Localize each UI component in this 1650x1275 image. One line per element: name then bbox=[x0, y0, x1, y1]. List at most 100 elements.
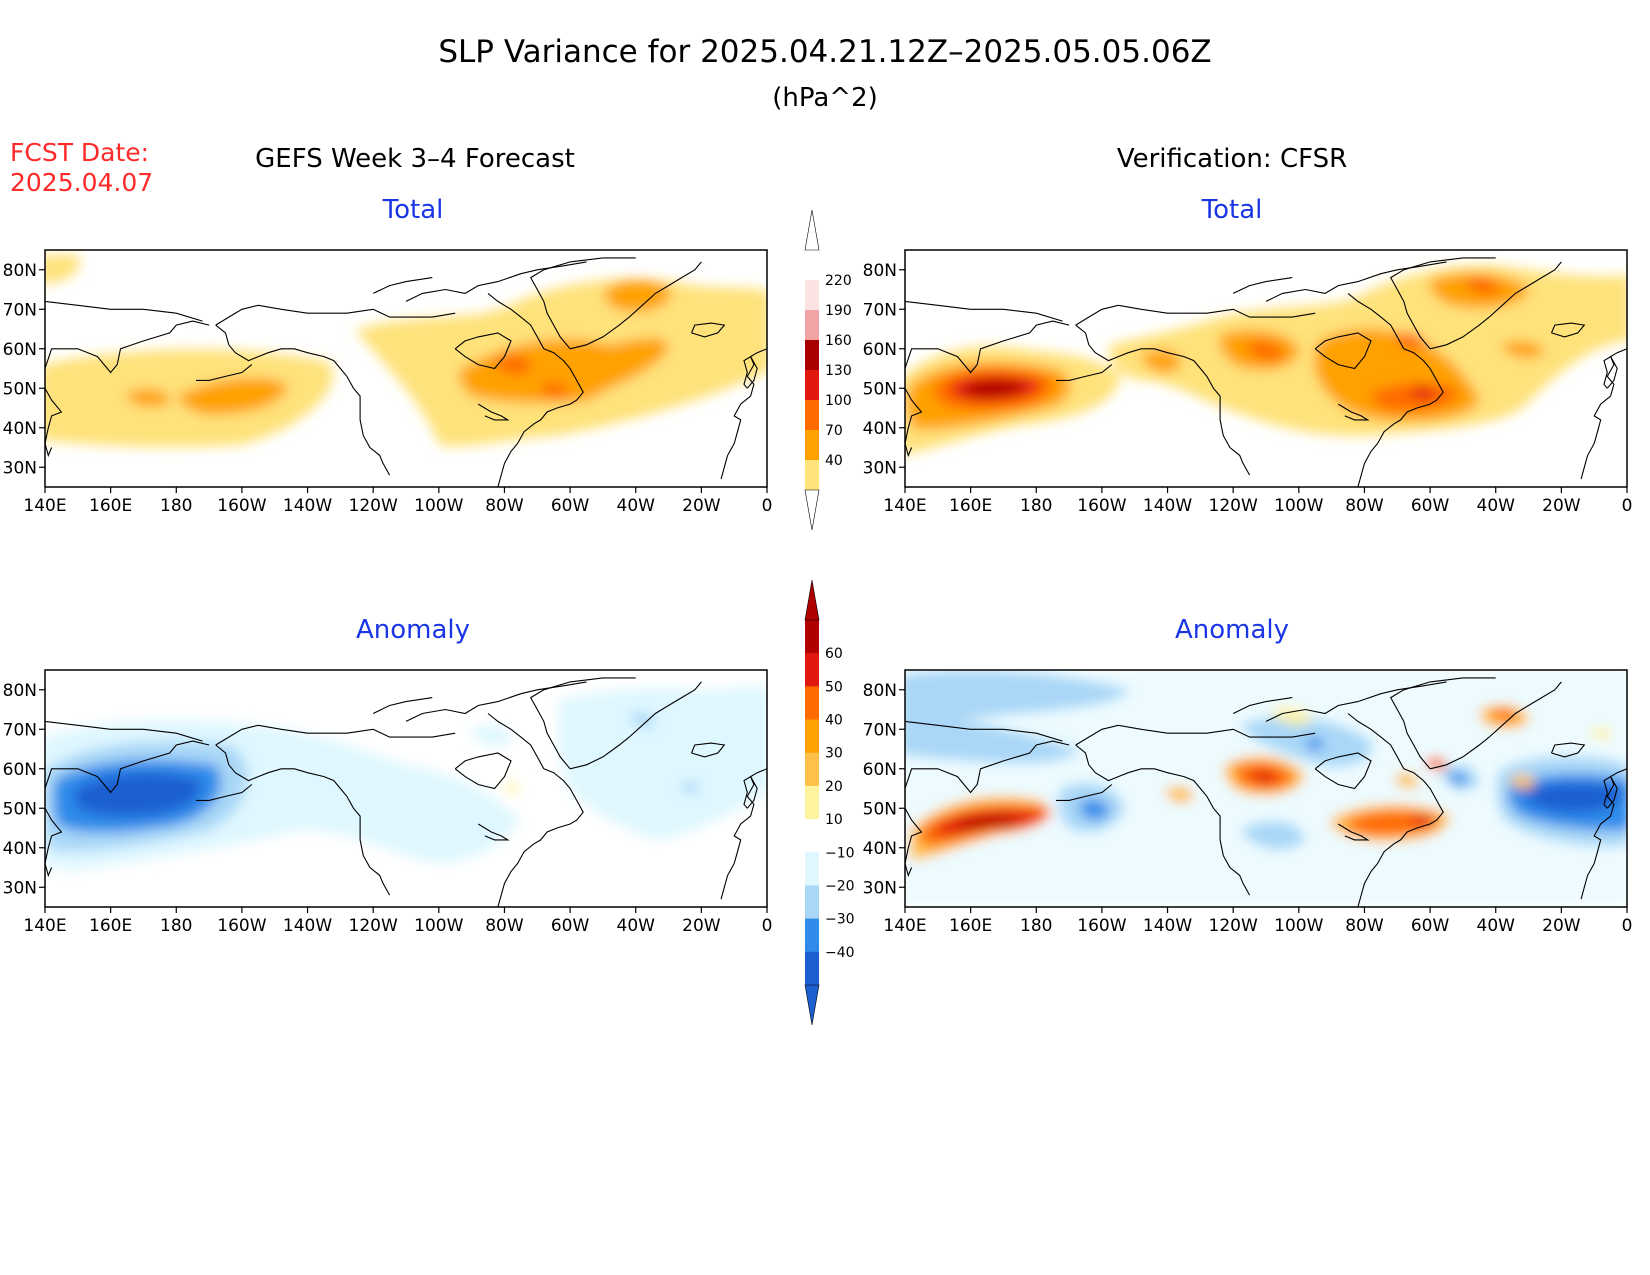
lat-tick-label: 80N bbox=[3, 261, 37, 281]
map-panel-gefs-anomaly bbox=[44, 669, 768, 908]
colorbar-label: 220 bbox=[825, 273, 852, 289]
lat-tick-label: 50N bbox=[863, 379, 897, 399]
lon-tick-label: 160E bbox=[89, 916, 132, 936]
lon-tick-label: 100W bbox=[1274, 916, 1323, 936]
lat-tick-label: 60N bbox=[863, 340, 897, 360]
panel-title-cfsr-anomaly: Anomaly bbox=[1175, 615, 1289, 645]
lat-tick-label: 70N bbox=[3, 720, 37, 740]
lon-tick-label: 140W bbox=[1143, 916, 1192, 936]
colorbar-swatch bbox=[805, 250, 819, 281]
colorbar-swatch bbox=[805, 918, 819, 953]
colorbar-label: 30 bbox=[825, 746, 843, 762]
fcst-date-value: 2025.04.07 bbox=[10, 168, 153, 197]
colorbar-swatch bbox=[805, 686, 819, 721]
colorbar-label: 60 bbox=[825, 646, 843, 662]
lon-tick-label: 60W bbox=[551, 916, 590, 936]
map-panel-cfsr-anomaly bbox=[904, 669, 1628, 908]
lon-tick-label: 140E bbox=[883, 496, 926, 516]
lat-tick-label: 50N bbox=[863, 799, 897, 819]
lon-tick-label: 0 bbox=[1622, 496, 1633, 516]
panel-title-gefs-total: Total bbox=[382, 195, 444, 225]
lon-tick-label: 20W bbox=[1542, 916, 1581, 936]
lon-tick-label: 140W bbox=[283, 496, 332, 516]
lon-tick-label: 160E bbox=[89, 496, 132, 516]
colorbar-label: −10 bbox=[825, 845, 855, 861]
lon-tick-label: 120W bbox=[349, 916, 398, 936]
colorbar-label: 10 bbox=[825, 812, 843, 828]
lat-tick-label: 30N bbox=[863, 878, 897, 898]
lon-tick-label: 140W bbox=[1143, 496, 1192, 516]
lon-tick-label: 20W bbox=[682, 496, 721, 516]
lat-tick-label: 70N bbox=[863, 720, 897, 740]
colorbar-swatch bbox=[805, 819, 819, 853]
colorbar-swatch bbox=[805, 370, 819, 401]
lon-tick-label: 80W bbox=[1345, 916, 1384, 936]
map-panel-gefs-total bbox=[44, 249, 768, 488]
lon-tick-label: 180 bbox=[160, 496, 192, 516]
shading-cfsr-anomaly bbox=[905, 670, 1627, 905]
colorbar-label: 40 bbox=[825, 453, 843, 469]
units-label: (hPa^2) bbox=[772, 83, 878, 113]
lat-tick-label: 80N bbox=[863, 681, 897, 701]
colorbar-swatch bbox=[805, 430, 819, 461]
lat-tick-label: 60N bbox=[3, 340, 37, 360]
lon-tick-label: 100W bbox=[414, 916, 463, 936]
lon-tick-label: 180 bbox=[160, 916, 192, 936]
colorbar-label: 20 bbox=[825, 779, 843, 795]
colorbar-swatch bbox=[805, 785, 819, 820]
colorbar-label: −40 bbox=[825, 945, 855, 961]
lon-tick-label: 160W bbox=[1077, 496, 1126, 516]
colorbar-swatch bbox=[805, 340, 819, 371]
colorbar-swatch bbox=[805, 280, 819, 311]
lon-tick-label: 120W bbox=[1209, 496, 1258, 516]
colorbar-label: 100 bbox=[825, 393, 852, 409]
colorbar-label: 70 bbox=[825, 423, 843, 439]
lon-tick-label: 40W bbox=[1477, 916, 1516, 936]
lat-tick-label: 50N bbox=[3, 379, 37, 399]
colorbar-swatch bbox=[805, 400, 819, 431]
lon-tick-label: 160W bbox=[217, 916, 266, 936]
colorbar-label: 40 bbox=[825, 713, 843, 729]
colorbar-label: 50 bbox=[825, 679, 843, 695]
lat-tick-label: 50N bbox=[3, 799, 37, 819]
lat-tick-label: 70N bbox=[3, 300, 37, 320]
lon-tick-label: 80W bbox=[1345, 496, 1384, 516]
lon-tick-label: 40W bbox=[1477, 496, 1516, 516]
page-title: SLP Variance for 2025.04.21.12Z–2025.05.… bbox=[438, 34, 1211, 70]
lat-tick-label: 80N bbox=[3, 681, 37, 701]
lon-tick-label: 20W bbox=[1542, 496, 1581, 516]
colorbar-swatch bbox=[805, 620, 819, 654]
lon-tick-label: 140E bbox=[883, 916, 926, 936]
lat-tick-label: 40N bbox=[863, 839, 897, 859]
lon-tick-label: 180 bbox=[1020, 916, 1052, 936]
left-column-title: GEFS Week 3–4 Forecast bbox=[255, 144, 575, 174]
colorbar-label: 190 bbox=[825, 303, 852, 319]
lat-tick-label: 40N bbox=[3, 839, 37, 859]
lon-tick-label: 160E bbox=[949, 496, 992, 516]
lat-tick-label: 80N bbox=[863, 261, 897, 281]
lon-tick-label: 120W bbox=[349, 496, 398, 516]
axis-labels: 140E 160E 180 160W 140W 120W 100W 80W 60W 40W 20W 0… bbox=[3, 261, 1633, 936]
colorbar-swatch bbox=[805, 885, 819, 920]
lon-tick-label: 0 bbox=[762, 916, 773, 936]
lon-tick-label: 60W bbox=[551, 496, 590, 516]
colorbar-swatch bbox=[805, 719, 819, 754]
lat-tick-label: 40N bbox=[3, 419, 37, 439]
lon-tick-label: 160W bbox=[1077, 916, 1126, 936]
coastlines-cfsr-anomaly bbox=[905, 677, 1627, 907]
lat-tick-label: 30N bbox=[3, 878, 37, 898]
shading-cfsr-total bbox=[905, 265, 1627, 455]
colorbar-total: 220 190 160 130 100 70 40 bbox=[804, 209, 852, 531]
map-panel-cfsr-total bbox=[904, 249, 1628, 488]
colorbar-anomaly: 60 50 40 30 20 10 −10 −20 −30 −40 bbox=[804, 579, 855, 1026]
colorbar-swatch bbox=[805, 460, 819, 491]
lon-tick-label: 140E bbox=[23, 496, 66, 516]
lon-tick-label: 140E bbox=[23, 916, 66, 936]
lat-tick-label: 60N bbox=[863, 760, 897, 780]
lon-tick-label: 40W bbox=[617, 916, 656, 936]
colorbar-label: 130 bbox=[825, 363, 852, 379]
lat-tick-label: 40N bbox=[863, 419, 897, 439]
lon-tick-label: 160W bbox=[217, 496, 266, 516]
fcst-date-label: FCST Date: bbox=[10, 138, 149, 167]
